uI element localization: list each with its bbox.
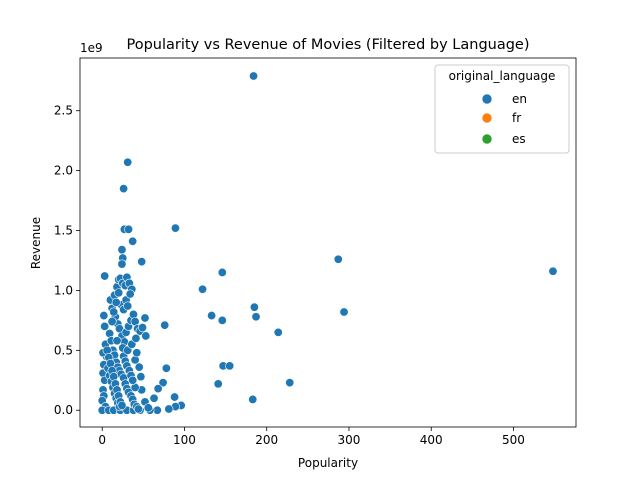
data-point-en <box>117 400 127 410</box>
data-point-en <box>170 392 180 402</box>
data-point-en <box>164 404 174 414</box>
data-point-en <box>124 224 134 234</box>
data-point-en <box>273 327 283 337</box>
data-point-en <box>136 372 146 382</box>
legend: original_language en fr es <box>434 64 570 154</box>
data-point-en <box>123 301 133 311</box>
legend-marker-en <box>481 93 493 105</box>
data-point-en <box>99 311 109 321</box>
legend-marker-fr <box>481 112 493 124</box>
data-points <box>97 71 558 415</box>
legend-label-en: en <box>512 92 527 106</box>
data-point-en <box>143 403 153 413</box>
data-point-en <box>119 184 129 194</box>
data-point-en <box>153 384 163 394</box>
data-point-en <box>149 393 159 403</box>
legend-marker-es <box>481 133 493 145</box>
data-point-en <box>548 266 558 276</box>
data-point-en <box>138 323 148 333</box>
data-point-en <box>333 254 343 264</box>
x-axis-ticks: 0 100 200 300 400 500 <box>98 427 525 447</box>
data-point-en <box>109 307 119 317</box>
x-tick-label: 300 <box>338 433 361 447</box>
data-point-en <box>107 317 117 327</box>
data-point-en <box>285 378 295 388</box>
data-point-en <box>117 259 127 269</box>
data-point-en <box>251 312 261 322</box>
y-axis-label: Revenue <box>29 217 43 269</box>
data-point-en <box>249 302 259 312</box>
x-tick-label: 400 <box>420 433 443 447</box>
chart-title: Popularity vs Revenue of Movies (Filtere… <box>126 37 529 53</box>
data-point-en <box>141 331 151 341</box>
data-point-en <box>140 313 150 323</box>
data-point-en <box>137 257 147 267</box>
data-point-en <box>160 320 170 330</box>
data-point-en <box>131 333 141 343</box>
data-point-en <box>134 362 144 372</box>
legend-label-fr: fr <box>512 111 521 125</box>
legend-label-es: es <box>512 132 526 146</box>
data-point-en <box>198 284 208 294</box>
data-point-en <box>111 297 121 307</box>
data-point-en <box>158 378 168 388</box>
x-tick-label: 200 <box>255 433 278 447</box>
y-tick-label: 0.5 <box>54 343 73 357</box>
data-point-en <box>112 336 122 346</box>
data-point-en <box>339 307 349 317</box>
data-point-en <box>123 157 133 167</box>
x-tick-label: 100 <box>173 433 196 447</box>
y-tick-label: 1.0 <box>54 283 73 297</box>
legend-box <box>434 64 570 154</box>
data-point-en <box>125 289 135 299</box>
legend-title: original_language <box>449 69 556 83</box>
data-point-en <box>128 236 138 246</box>
data-point-en <box>217 315 227 325</box>
legend-entry-fr: fr <box>481 111 521 125</box>
data-point-en <box>225 361 235 371</box>
data-point-en <box>213 379 223 389</box>
x-axis-label: Popularity <box>298 456 358 470</box>
data-point-en <box>249 71 259 81</box>
data-point-en <box>217 267 227 277</box>
x-tick-label: 500 <box>502 433 525 447</box>
x-tick-label: 0 <box>98 433 106 447</box>
data-point-en <box>117 245 127 255</box>
y-tick-label: 1.5 <box>54 224 73 238</box>
y-axis-ticks: 0.0 0.5 1.0 1.5 2.0 2.5 <box>54 104 80 417</box>
y-tick-label: 2.5 <box>54 104 73 118</box>
legend-entry-es: es <box>481 132 526 146</box>
data-point-en <box>100 321 110 331</box>
data-point-en <box>114 288 124 298</box>
legend-entry-en: en <box>481 92 527 106</box>
y-tick-label: 0.0 <box>54 403 73 417</box>
data-point-en <box>100 271 110 281</box>
data-point-en <box>161 363 171 373</box>
data-point-en <box>132 348 142 358</box>
y-offset-label: 1e9 <box>80 41 103 55</box>
data-point-en <box>128 375 138 385</box>
plot-frame <box>79 57 577 428</box>
y-tick-label: 2.0 <box>54 164 73 178</box>
data-point-en <box>133 404 143 414</box>
data-point-en <box>248 394 258 404</box>
data-point-en <box>207 311 217 321</box>
data-point-en <box>170 223 180 233</box>
